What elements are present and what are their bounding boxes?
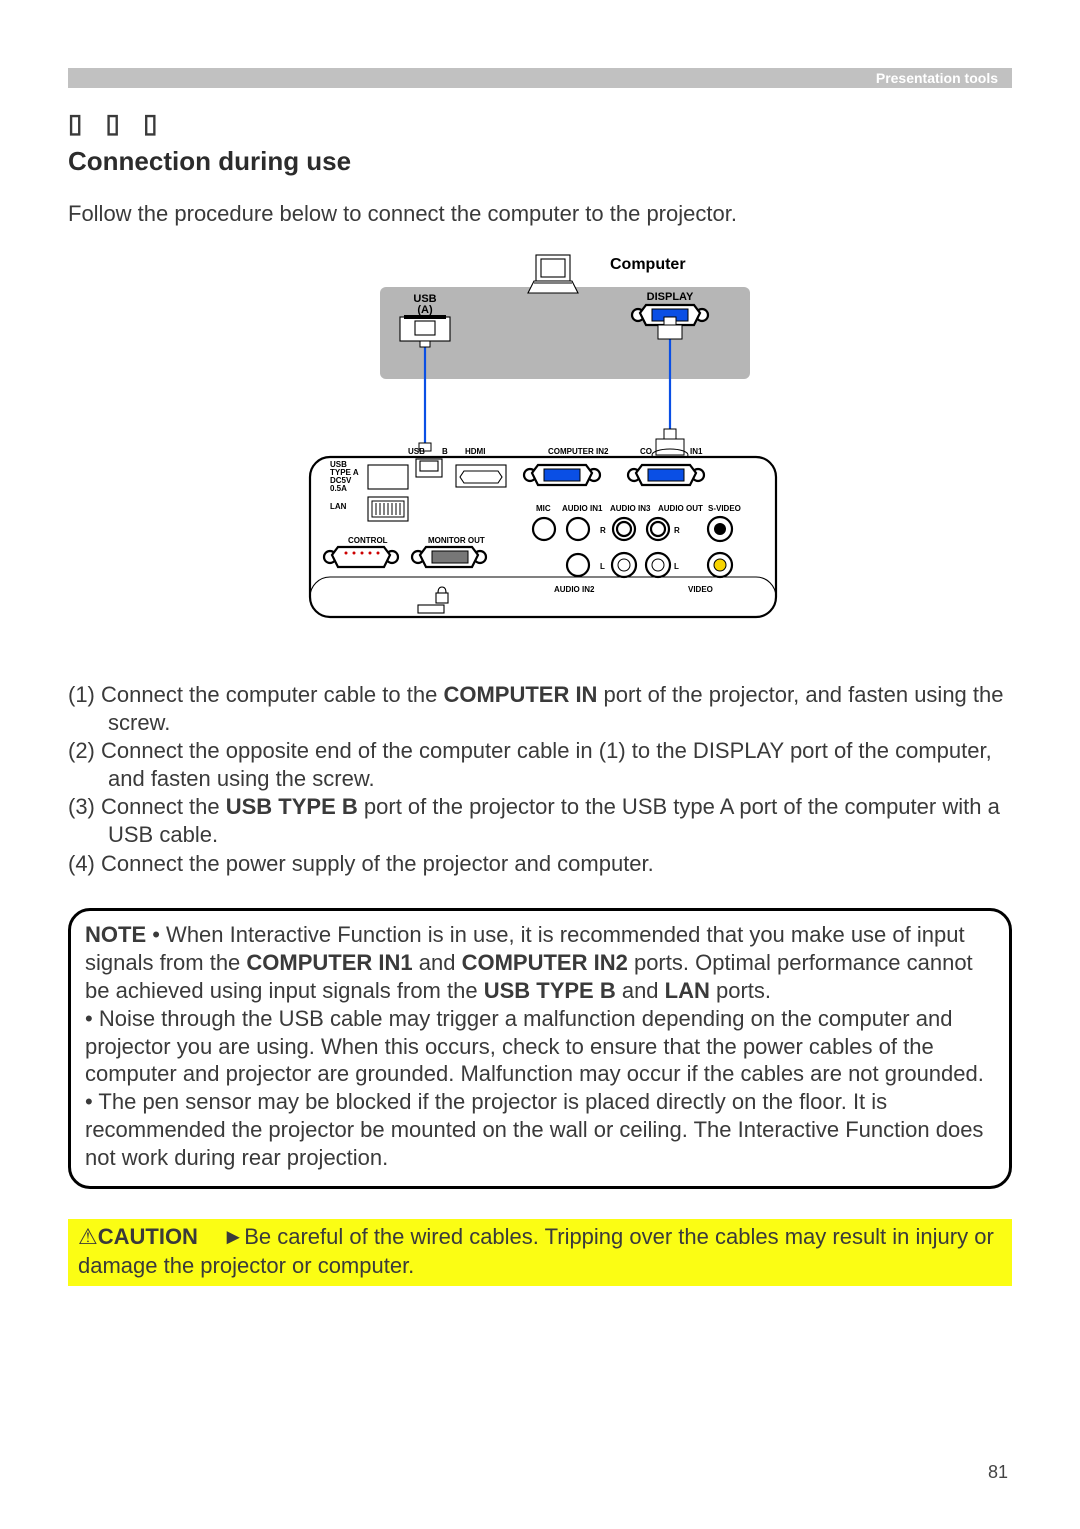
step-1: (1) Connect the computer cable to the CO… [68, 681, 1012, 737]
svg-text:COMPUTER IN2: COMPUTER IN2 [548, 447, 609, 456]
note-label: NOTE [85, 922, 146, 947]
arrow-icon: ► [222, 1224, 244, 1249]
header-bar: Presentation tools [68, 68, 1012, 88]
connection-diagram: Computer USB (A) DISPLAY [68, 247, 1012, 667]
svg-text:(A): (A) [417, 304, 433, 316]
header-section-label: Presentation tools [876, 70, 998, 86]
computer-label: Computer [610, 256, 686, 273]
missing-glyph-row: ▯ ▯ ▯ [68, 108, 1012, 136]
svg-text:CO: CO [640, 447, 652, 456]
svg-text:R: R [600, 526, 606, 535]
step-2: (2) Connect the opposite end of the comp… [68, 737, 1012, 793]
svg-text:R: R [674, 526, 680, 535]
svg-text:AUDIO IN2: AUDIO IN2 [554, 585, 595, 594]
svg-text:MONITOR OUT: MONITOR OUT [428, 536, 485, 545]
svg-text:VIDEO: VIDEO [688, 585, 713, 594]
svg-text:AUDIO IN1: AUDIO IN1 [562, 504, 603, 513]
svg-text:IN1: IN1 [690, 447, 703, 456]
svg-text:DISPLAY: DISPLAY [647, 291, 694, 303]
intro-text: Follow the procedure below to connect th… [68, 199, 1012, 229]
svg-text:HDMI: HDMI [465, 447, 485, 456]
steps-list: (1) Connect the computer cable to the CO… [68, 681, 1012, 878]
svg-text:MIC: MIC [536, 504, 551, 513]
svg-text:AUDIO IN3: AUDIO IN3 [610, 504, 651, 513]
svg-text:AUDIO OUT: AUDIO OUT [658, 504, 703, 513]
section-title: Connection during use [68, 146, 1012, 177]
svg-text:0.5A: 0.5A [330, 484, 347, 493]
note-box: NOTE • When Interactive Function is in u… [68, 908, 1012, 1189]
step-4b: (4) Connect the power supply of the proj… [68, 850, 1012, 878]
warning-icon: ⚠ [78, 1224, 98, 1249]
svg-text:S-VIDEO: S-VIDEO [708, 504, 741, 513]
note-p3: • The pen sensor may be blocked if the p… [85, 1089, 983, 1170]
svg-text:L: L [600, 562, 605, 571]
caution-label: CAUTION [98, 1224, 198, 1249]
svg-text:USB: USB [408, 447, 425, 456]
page-number: 81 [988, 1462, 1008, 1483]
diagram-svg: Computer USB (A) DISPLAY [260, 247, 820, 667]
caution-text: Be careful of the wired cables. Tripping… [78, 1224, 994, 1278]
step-3: (3) Connect the USB TYPE B port of the p… [68, 793, 1012, 849]
svg-text:L: L [674, 562, 679, 571]
note-p2: • Noise through the USB cable may trigge… [85, 1006, 984, 1087]
svg-text:CONTROL: CONTROL [348, 536, 388, 545]
svg-text:B: B [442, 447, 448, 456]
caution-box: ⚠CAUTION ►Be careful of the wired cables… [68, 1219, 1012, 1286]
svg-text:LAN: LAN [330, 502, 347, 511]
